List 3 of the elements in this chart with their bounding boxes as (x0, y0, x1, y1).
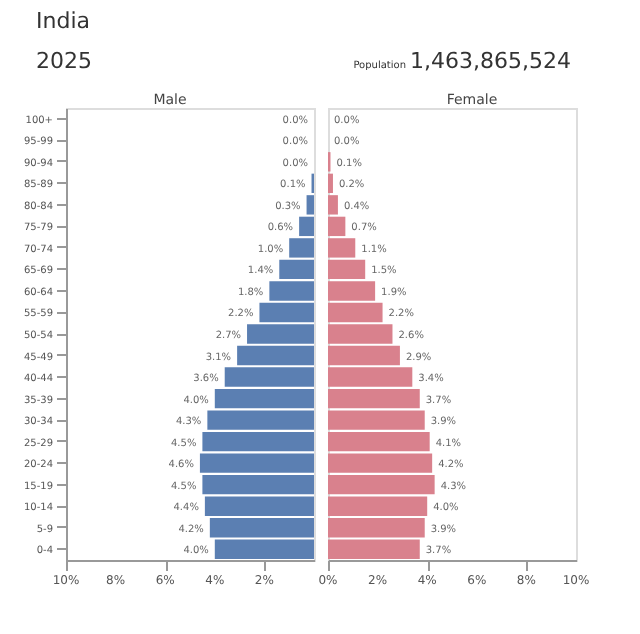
text: 1,463,865,524 (410, 48, 571, 74)
chart-title: India (36, 8, 90, 34)
chart-subtitle: 2025 (36, 48, 92, 74)
